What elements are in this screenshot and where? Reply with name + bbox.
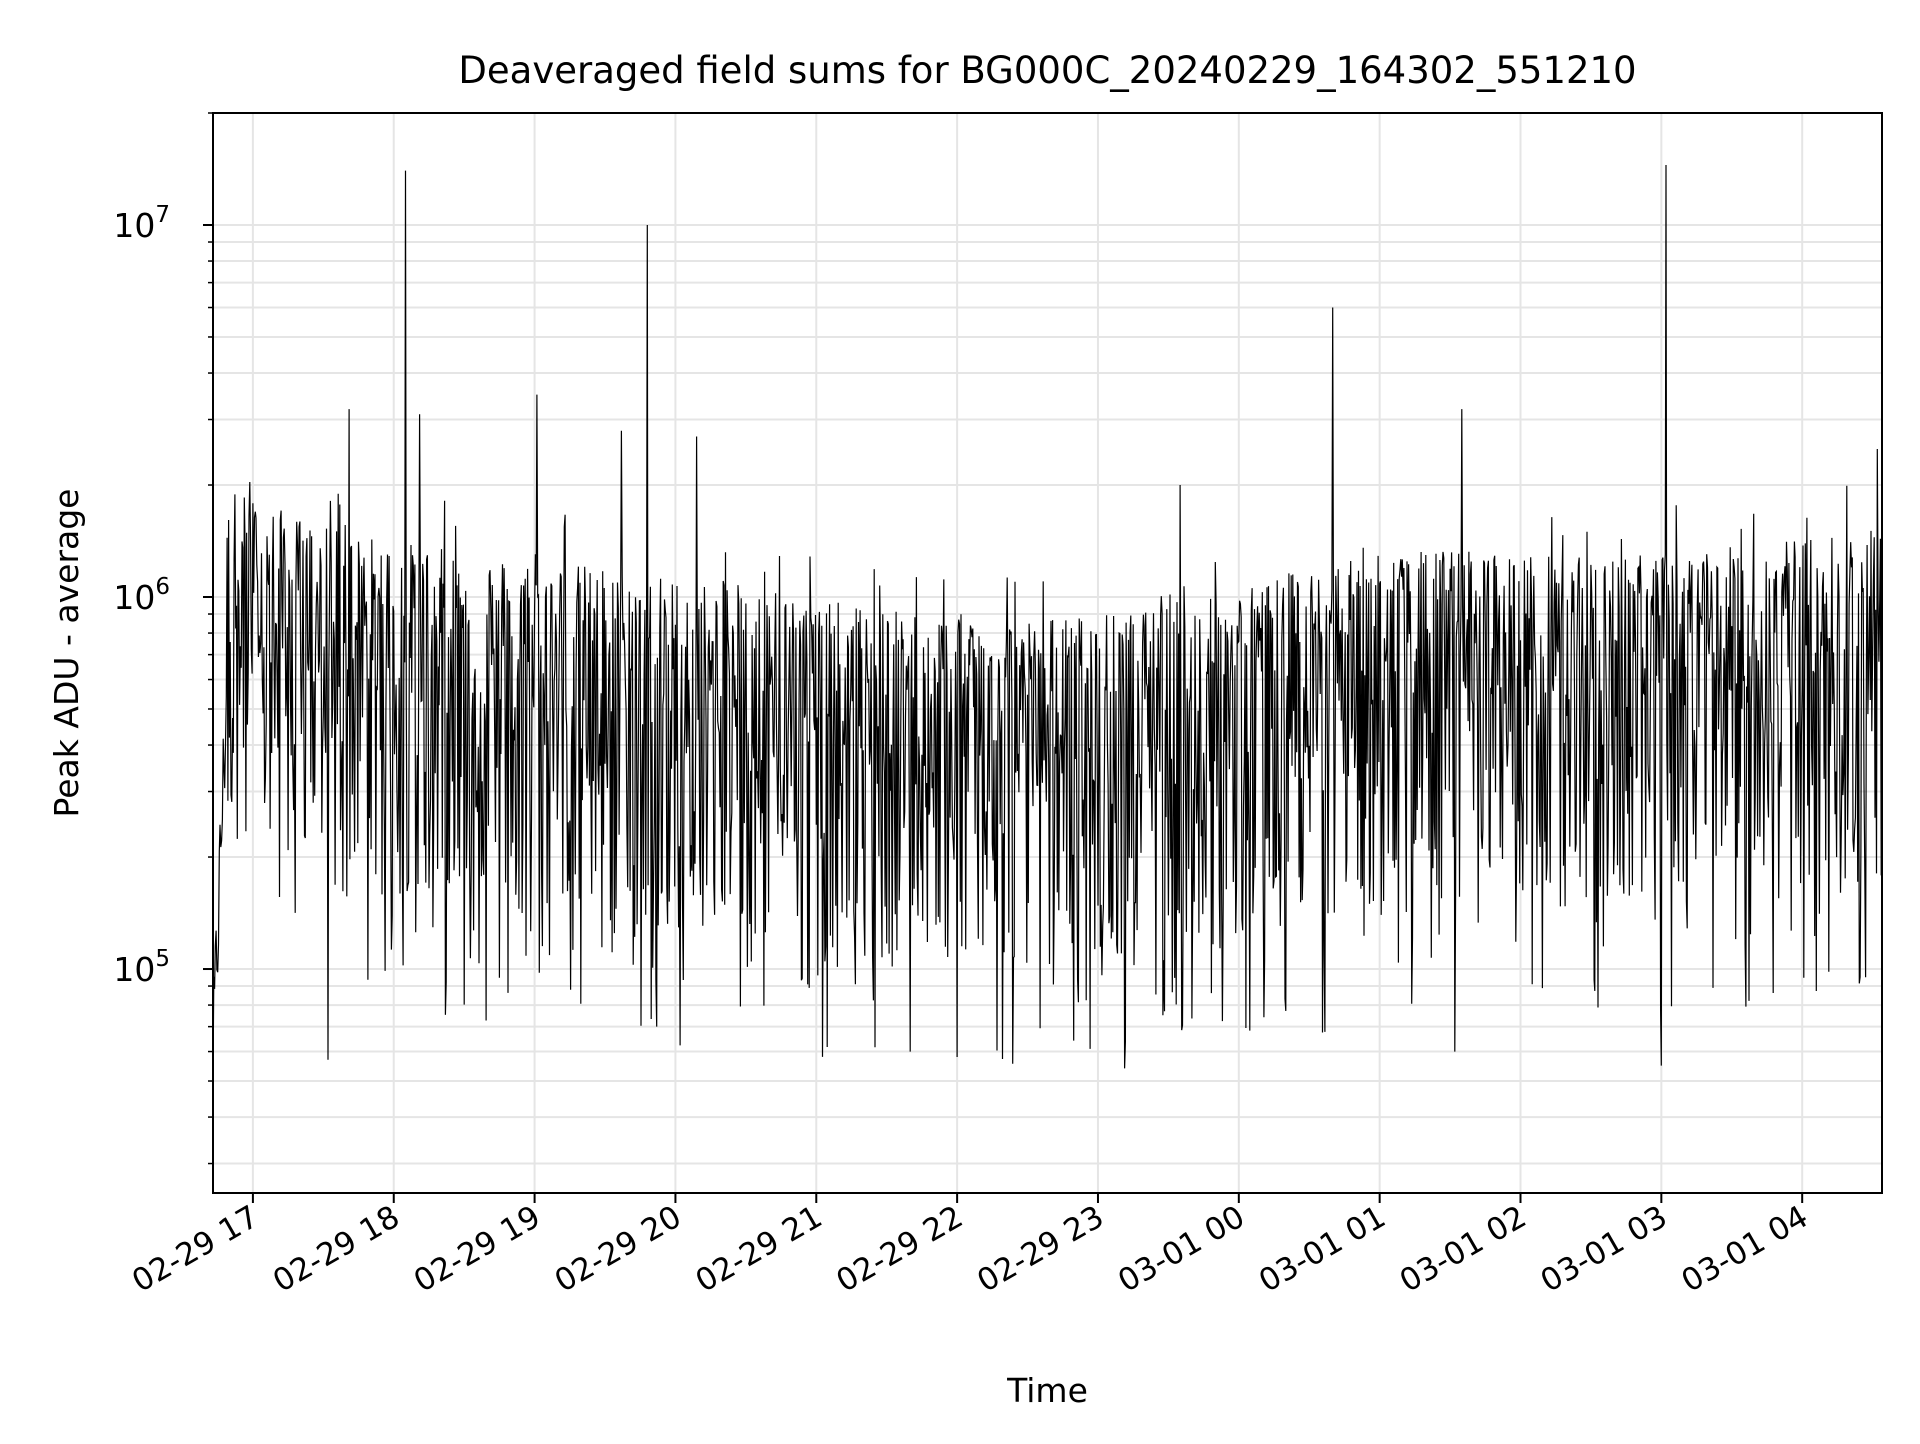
chart-title: Deaveraged field sums for BG000C_2024022…	[458, 49, 1636, 92]
data-series	[212, 164, 1883, 1080]
series-line	[212, 164, 1883, 1080]
axes-frame	[212, 112, 1883, 1194]
y-tick-label: 105	[113, 946, 170, 989]
x-axis-label: Time	[1006, 1371, 1088, 1410]
y-axis-label: Peak ADU - average	[47, 489, 86, 818]
y-tick-label: 107	[113, 202, 170, 245]
y-tick-label: 106	[113, 574, 170, 617]
